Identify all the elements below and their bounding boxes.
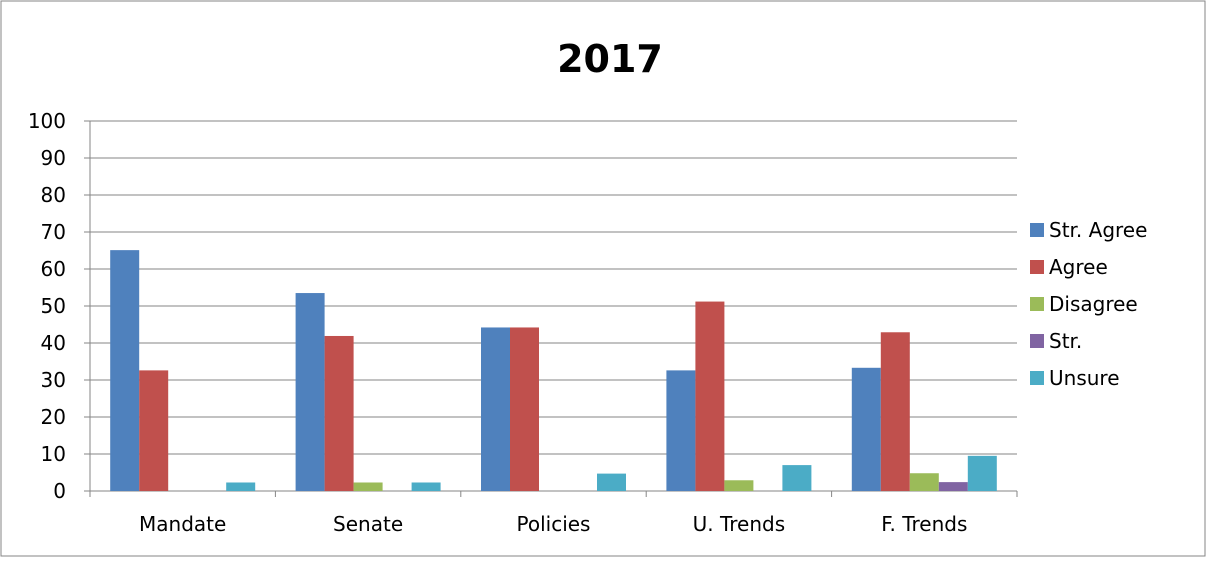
bar-str-f-trends <box>938 482 968 491</box>
legend-swatch <box>1030 223 1044 237</box>
gridlines <box>90 120 1017 455</box>
bar-unsure-policies <box>597 473 626 491</box>
bar-disagree-f-trends <box>909 473 939 491</box>
legend: Str. Agree Agree Disagree Str. Unsure <box>1030 218 1147 390</box>
bar-agree-u-trends <box>695 301 725 491</box>
legend-label: Str. <box>1049 329 1082 353</box>
x-tick-label: U. Trends <box>693 512 786 536</box>
x-tick-label: Policies <box>517 512 591 536</box>
bar-str-agree-u-trends <box>666 370 696 491</box>
chart-title: 2017 <box>557 37 663 81</box>
legend-swatch <box>1030 334 1044 348</box>
x-tick-label: F. Trends <box>881 512 967 536</box>
bar-disagree-u-trends <box>724 480 754 491</box>
legend-label: Unsure <box>1049 366 1120 390</box>
x-tick-label: Mandate <box>139 512 226 536</box>
bar-disagree-senate <box>353 482 383 491</box>
x-tick-label: Senate <box>333 512 403 536</box>
bar-unsure-senate <box>411 482 441 491</box>
y-tick-label: 30 <box>41 368 66 392</box>
y-axis-tick-labels: 0 10 20 30 40 50 60 70 80 90 100 <box>28 109 66 503</box>
bar-agree-f-trends <box>880 332 910 491</box>
bar-unsure-u-trends <box>782 465 812 491</box>
y-tick-label: 90 <box>41 146 66 170</box>
legend-label: Agree <box>1049 255 1108 279</box>
bar-str-agree-senate <box>295 293 325 491</box>
y-tick-label: 100 <box>28 109 66 133</box>
y-tick-label: 10 <box>41 442 66 466</box>
bar-str-agree-policies <box>481 327 510 491</box>
y-tick-label: 50 <box>41 294 66 318</box>
y-tick-label: 0 <box>53 479 66 503</box>
bar-str-agree-mandate <box>110 250 140 491</box>
y-tick-label: 70 <box>41 220 66 244</box>
legend-label: Str. Agree <box>1049 218 1147 242</box>
y-tick-label: 80 <box>41 183 66 207</box>
legend-swatch <box>1030 297 1044 311</box>
y-tick-label: 20 <box>41 405 66 429</box>
legend-swatch <box>1030 371 1044 385</box>
bar-unsure-mandate <box>226 482 256 491</box>
bar-agree-mandate <box>139 370 169 491</box>
bar-unsure-f-trends <box>967 455 997 491</box>
bar-agree-senate <box>324 335 354 491</box>
bar-str-agree-f-trends <box>851 367 881 491</box>
legend-label: Disagree <box>1049 292 1138 316</box>
x-axis-tick-labels: Mandate Senate Policies U. Trends F. Trends <box>139 512 967 536</box>
bar-agree-policies <box>510 327 539 491</box>
y-tick-label: 40 <box>41 331 66 355</box>
bars <box>110 250 997 491</box>
y-tick-label: 60 <box>41 257 66 281</box>
legend-swatch <box>1030 260 1044 274</box>
